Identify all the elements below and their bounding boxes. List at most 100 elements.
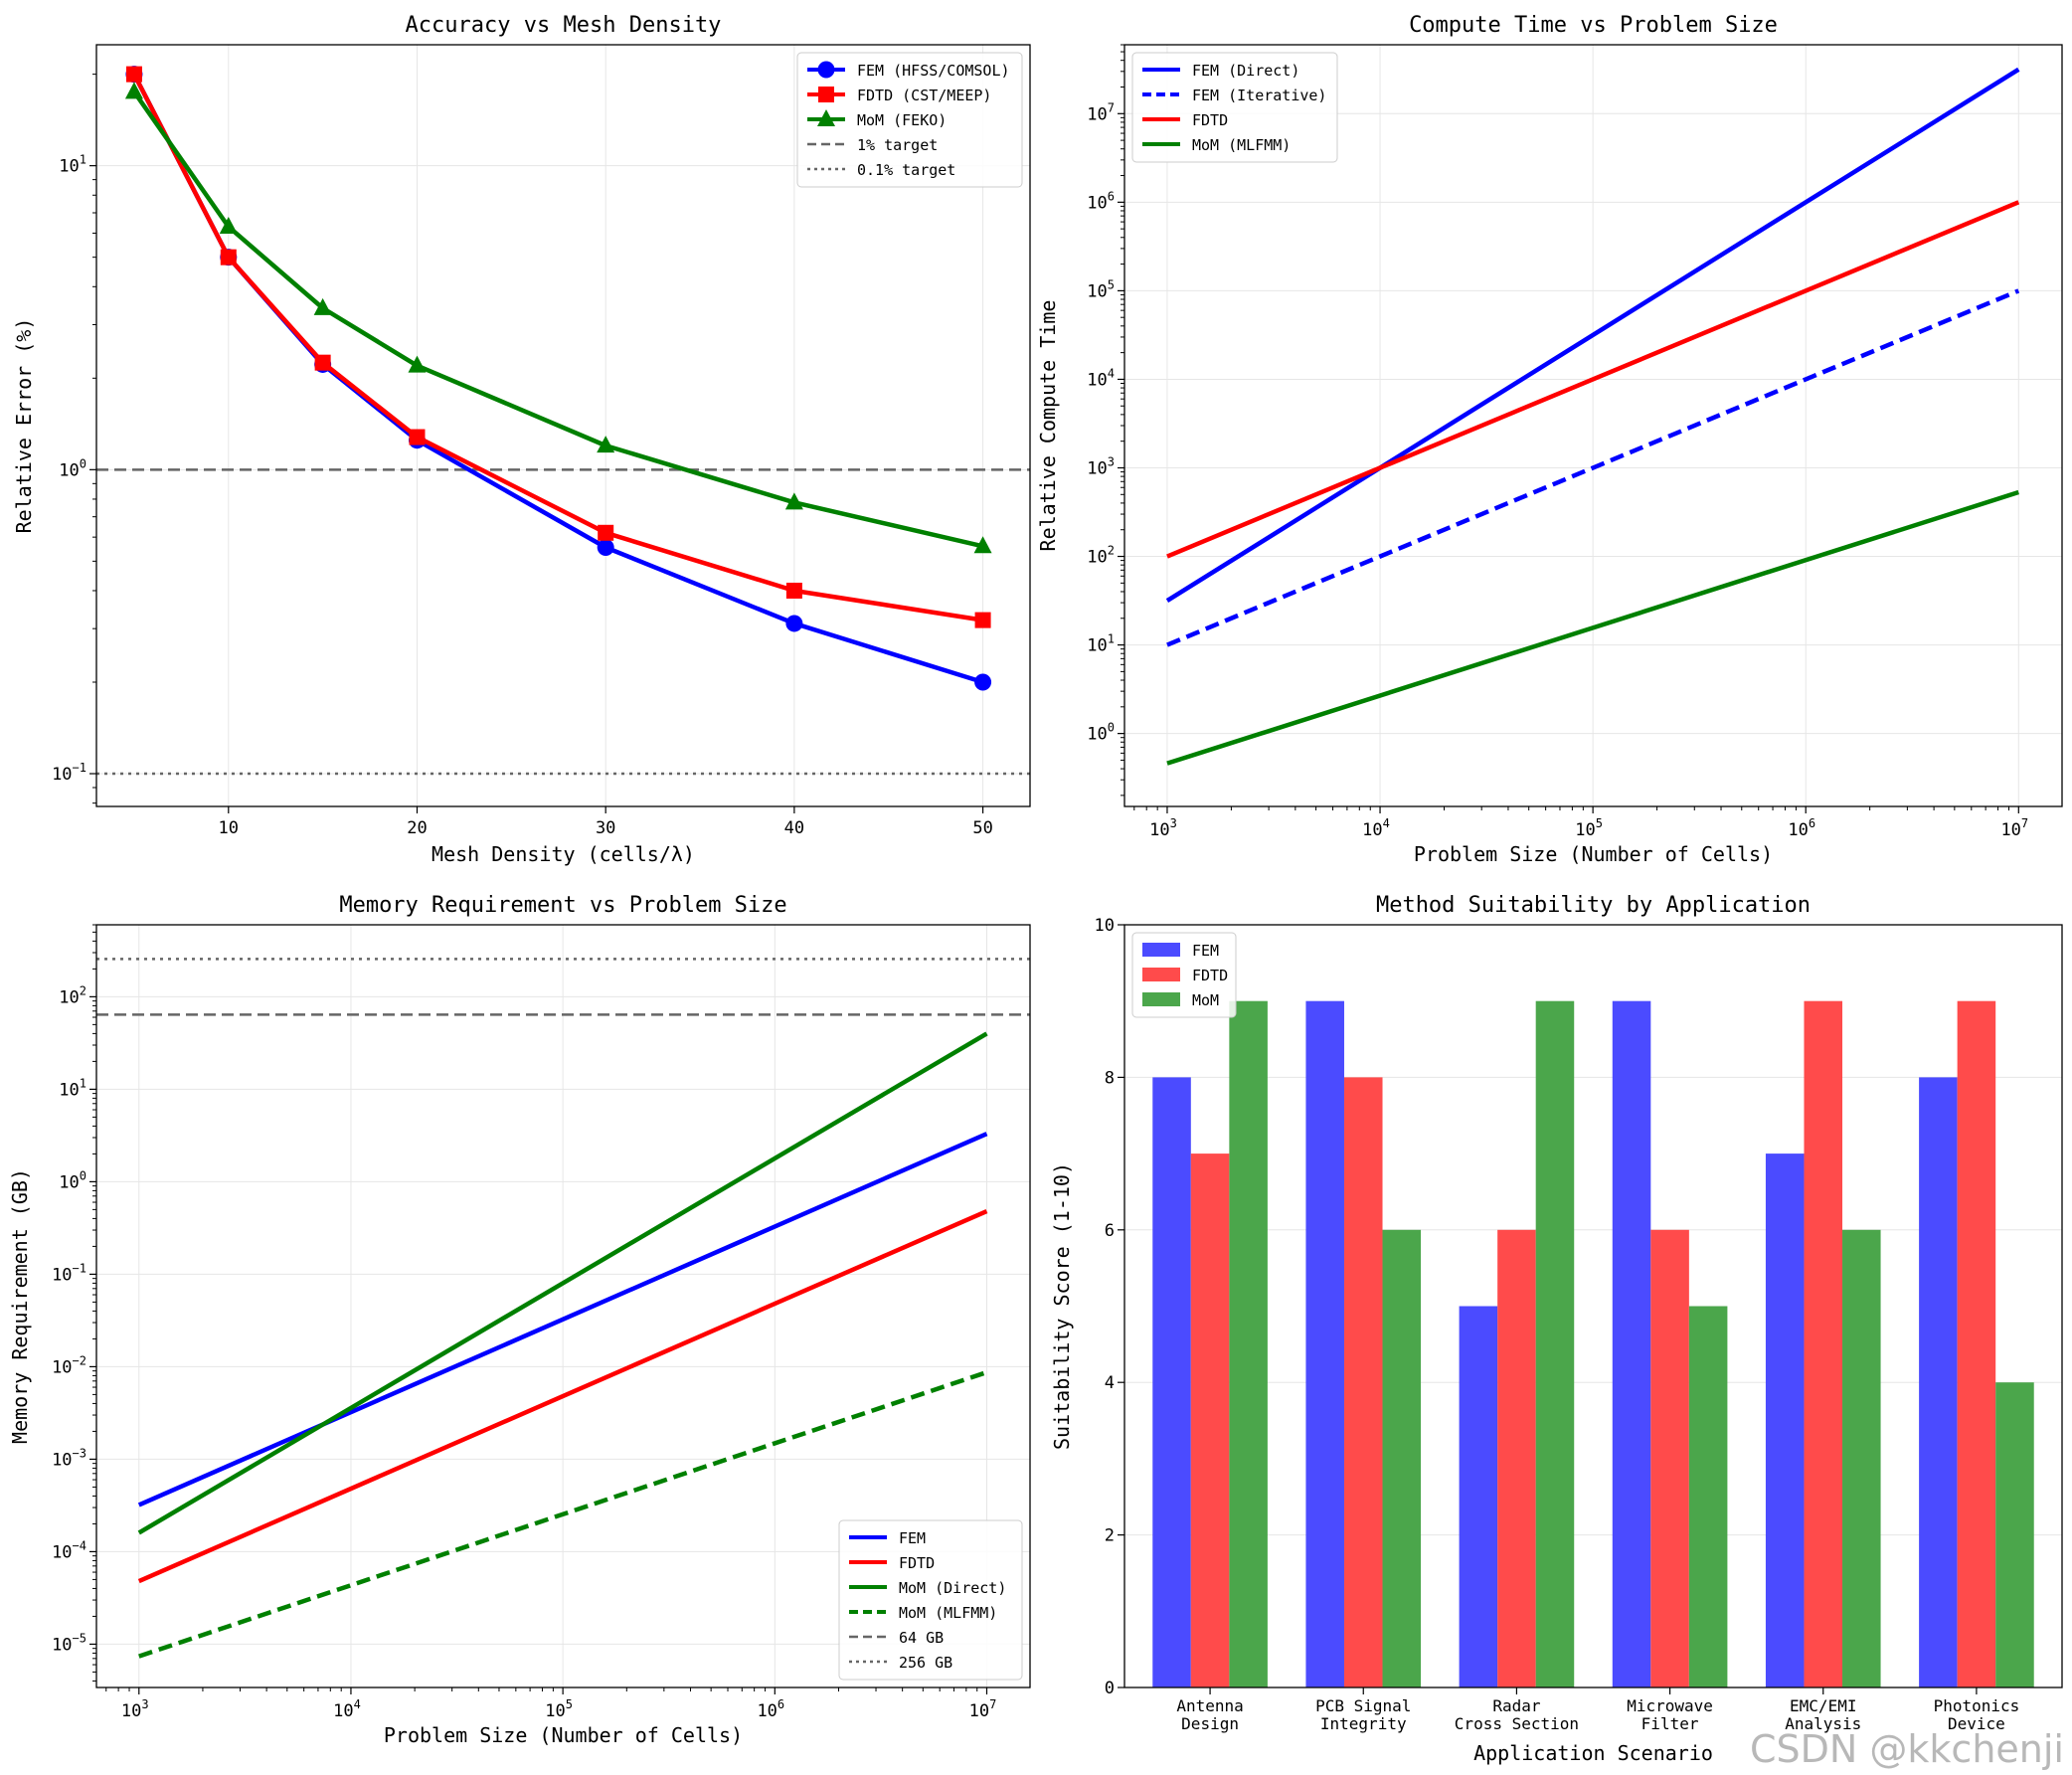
series-line: [137, 1132, 988, 1508]
bar: [1343, 1077, 1383, 1687]
bar-series-fem: [1152, 1000, 1958, 1687]
legend-label: FEM: [899, 1529, 926, 1547]
chart-panel-1: 101 100 10−1 10 20 30 40 50 Accuracy vs Mesh Den…: [12, 13, 1031, 866]
y-tick-label: 10−1: [52, 761, 86, 785]
chart-panel-3: 10−5 10−4 10−3 10−2 10−1 100 101 102 103 104 105 10…: [8, 893, 1031, 1747]
legend-item: 64 GB: [849, 1629, 944, 1647]
chart-title: Memory Requirement vs Problem Size: [339, 893, 786, 918]
legend-item: FEM: [1142, 942, 1219, 960]
x-tick-label: 107: [2000, 816, 2028, 840]
chart-title: Compute Time vs Problem Size: [1409, 13, 1778, 38]
axes-frame: [95, 924, 1031, 1688]
legend-label: MoM (MLFMM): [899, 1604, 997, 1622]
y-tick-label: 10−2: [52, 1353, 86, 1377]
x-tick-label: 103: [1149, 816, 1177, 840]
legend-swatch: [1142, 992, 1180, 1006]
legend: FEM FDTD MoM: [1131, 932, 1237, 1018]
y-tick-label: 4: [1105, 1373, 1115, 1393]
y-tick-label: 107: [1087, 100, 1115, 124]
x-tick-label: 105: [545, 1697, 573, 1721]
legend-label: MoM: [1192, 991, 1219, 1009]
data-point-triangle: [784, 492, 803, 510]
x-axis-label: Application Scenario: [1473, 1741, 1713, 1765]
series-line: [137, 1208, 988, 1584]
legend-item: FDTD (CST/MEEP): [807, 87, 991, 104]
x-tick-label: 20: [407, 818, 427, 838]
x-tick-label: 104: [333, 1697, 361, 1721]
legend: FEM (Direct) FEM (Iterative) FDTD MoM (MLFM…: [1131, 52, 1338, 163]
legend-label: MoM (Direct): [899, 1579, 1006, 1597]
legend-label: FEM (HFSS/COMSOL): [857, 62, 1010, 80]
data-point-square: [974, 612, 991, 628]
legend-item: FEM (Iterative): [1142, 87, 1326, 104]
chart-panel-2: 100 101 102 103 104 105 106 107 103 104 105 106 107 C…: [1036, 13, 2063, 866]
legend-frame: [1131, 52, 1338, 163]
x-tick-label: 106: [757, 1697, 784, 1721]
legend-item: FDTD: [1142, 111, 1228, 129]
x-category-label: EMC/EMI: [1790, 1696, 1856, 1715]
bar: [1957, 1000, 1996, 1687]
x-category-label: Photonics: [1934, 1696, 2020, 1715]
legend-label: 1% target: [857, 136, 938, 154]
y-tick-label: 104: [1087, 366, 1115, 390]
bar: [1305, 1000, 1344, 1687]
legend-item: 1% target: [807, 136, 938, 154]
y-tick-label: 10: [1095, 916, 1115, 936]
legend-label: FEM (Direct): [1192, 62, 1299, 80]
x-category-label: Device: [1948, 1714, 2005, 1733]
data-point-square: [598, 524, 614, 541]
y-tick-label: 105: [1087, 277, 1115, 301]
x-category-label: Integrity: [1320, 1714, 1407, 1733]
x-category-label: PCB Signal: [1315, 1696, 1411, 1715]
legend-label: MoM (FEKO): [857, 111, 947, 129]
series-line: [1166, 489, 2019, 766]
x-category-label: Filter: [1641, 1714, 1699, 1733]
y-tick-label: 100: [1087, 721, 1115, 745]
data-point-circle: [785, 615, 803, 632]
data-point-square: [409, 429, 426, 445]
bar: [1919, 1077, 1958, 1687]
bar: [1804, 1000, 1843, 1687]
series-line: [1166, 200, 2020, 559]
data-point-triangle: [408, 355, 427, 373]
bar: [1995, 1382, 2034, 1687]
plot-area: [1165, 67, 2020, 766]
data-point-circle: [817, 61, 835, 79]
data-point-triangle: [313, 297, 332, 315]
bar: [1650, 1229, 1689, 1687]
y-tick-label: 101: [59, 1076, 86, 1100]
x-tick-label: 10: [219, 818, 239, 838]
legend-swatch: [1142, 968, 1180, 981]
bar-series-fdtd: [1190, 1000, 1996, 1687]
legend-item: MoM (MLFMM): [849, 1604, 997, 1622]
x-tick-label: 103: [121, 1697, 149, 1721]
bar-series-mom: [1229, 1000, 2034, 1687]
bar: [1535, 1000, 1575, 1687]
bar: [1190, 1154, 1230, 1687]
legend-label: FDTD (CST/MEEP): [857, 87, 991, 104]
legend-label: FDTD: [899, 1554, 935, 1572]
chart-title: Accuracy vs Mesh Density: [406, 13, 722, 38]
data-point-circle: [597, 538, 614, 556]
bar: [1229, 1000, 1268, 1687]
data-point-triangle: [973, 536, 992, 554]
y-tick-label: 101: [1087, 632, 1115, 656]
axes-frame: [1123, 44, 2063, 807]
y-tick-label: 106: [1087, 189, 1115, 213]
legend-item: MoM (MLFMM): [1142, 136, 1291, 154]
data-point-square: [220, 249, 237, 266]
data-point-triangle: [219, 216, 238, 234]
legend-label: FDTD: [1192, 111, 1228, 129]
bar: [1497, 1229, 1536, 1687]
legend-item: MoM: [1142, 991, 1219, 1009]
data-point-triangle: [597, 436, 615, 453]
x-tick-label: 107: [969, 1697, 997, 1721]
x-category-label: Cross Section: [1455, 1714, 1579, 1733]
y-tick-label: 10−3: [52, 1446, 86, 1470]
legend-label: FDTD: [1192, 967, 1228, 984]
x-tick-label: 50: [972, 818, 992, 838]
series-line: [1166, 288, 2020, 647]
legend-item: FEM (HFSS/COMSOL): [807, 61, 1010, 80]
data-point-square: [818, 87, 834, 102]
